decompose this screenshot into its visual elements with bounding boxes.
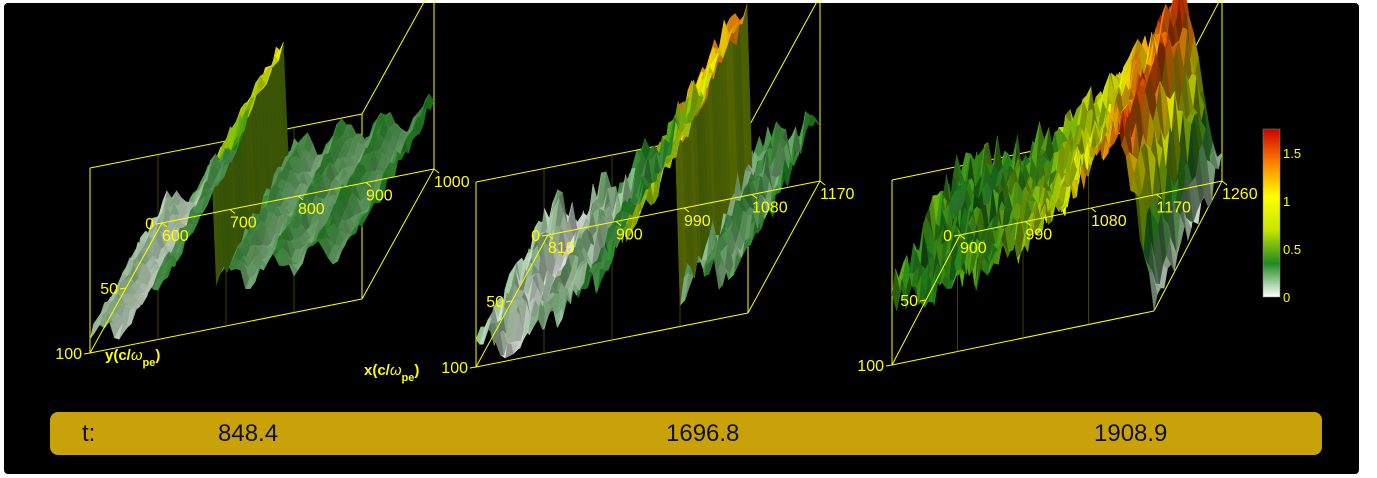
time-label: t: [82, 420, 96, 447]
surface-mesh [891, 0, 1223, 312]
x-axis-tick [365, 182, 372, 187]
x-tick-label: 1080 [752, 200, 788, 217]
y-tick-label: 50 [100, 281, 118, 298]
y-axis-tick [953, 234, 961, 237]
x-tick-label: 900 [366, 188, 393, 205]
surface-panel-3: 900 990 1080 1170 1260 0 50 100 [857, 0, 1258, 375]
y-axis-tick [505, 300, 513, 303]
y-axis-tick [541, 234, 549, 237]
x-axis-tick [819, 180, 826, 186]
colorbar: 0 0.5 1 1.5 [1262, 128, 1301, 305]
x-axis-tick [751, 194, 758, 199]
box-edge [361, 168, 435, 300]
y-axis-tick [469, 366, 477, 369]
box-edge [747, 180, 821, 314]
x-axis-tick [547, 234, 554, 240]
y-tick-label: 0 [943, 228, 952, 245]
x-tick-label: 1170 [1157, 200, 1192, 217]
colorbar-tick-label: 0 [1283, 290, 1290, 305]
x-tick-label: 1260 [1222, 186, 1258, 203]
y-tick-label: 0 [145, 216, 154, 233]
colorbar-tick-label: 1 [1283, 194, 1290, 209]
x-tick-label: 1170 [820, 186, 855, 203]
x-axis-tick [1090, 207, 1097, 213]
y-tick-label: 100 [55, 346, 82, 363]
y-axis-tick [919, 299, 927, 302]
surface-mesh [475, 4, 821, 359]
time-bar: t: 848.4 1696.8 1908.9 [50, 412, 1322, 455]
x-axis-tick [1156, 194, 1162, 199]
x-tick-label: 800 [298, 201, 325, 218]
x-axis-tick [1221, 180, 1228, 186]
y-axis-tick [83, 352, 91, 355]
x-axis-label: x(c/ωpe) [364, 362, 419, 384]
x-axis-tick [683, 207, 690, 213]
y-tick-label: 100 [857, 358, 884, 375]
surface-facet [89, 320, 99, 340]
y-axis-tick [155, 222, 163, 225]
x-tick-label: 900 [616, 227, 643, 244]
x-axis-tick [959, 234, 966, 240]
surface-facet [956, 154, 965, 185]
y-axis-tick [885, 364, 893, 367]
surface-panel-1: 600 700 800 900 1000 0 50 100 [55, 0, 470, 363]
x-tick-label: 700 [230, 215, 257, 232]
x-tick-label: 1080 [1091, 213, 1127, 230]
y-tick-label: 50 [486, 294, 504, 311]
surface-mesh [89, 42, 435, 340]
x-axis-tick [229, 209, 236, 214]
colorbar-tick-label: 1.5 [1283, 146, 1301, 161]
x-tick-label: 990 [684, 213, 711, 230]
y-tick-label: 0 [531, 228, 540, 245]
x-tick-label: 810 [548, 240, 575, 257]
surface-facet [544, 201, 554, 228]
x-axis-tick [615, 221, 622, 226]
y-tick-label: 50 [900, 293, 918, 310]
time-value-2: 1696.8 [666, 420, 740, 447]
x-tick-label: 990 [1026, 227, 1053, 244]
surface-facet [891, 268, 901, 312]
x-tick-label: 600 [162, 228, 189, 245]
x-axis-tick [297, 195, 304, 201]
x-axis-tick [433, 168, 440, 174]
y-axis-tick [119, 287, 127, 290]
box-edge [361, 0, 426, 115]
colorbar-tick-label: 0.5 [1283, 242, 1301, 257]
x-axis-tick [1025, 221, 1031, 226]
y-axis-label: y(c/ωpe) [105, 347, 160, 369]
time-value-3: 1908.9 [1094, 420, 1168, 447]
time-value-1: 848.4 [218, 420, 279, 447]
x-tick-label: 900 [960, 240, 987, 257]
x-tick-label: 1000 [434, 174, 470, 191]
box-edge [747, 0, 819, 129]
surface-facet [158, 190, 168, 217]
surface-panel-2: 810 900 990 1080 1170 0 50 100 [441, 0, 855, 377]
x-axis-tick [161, 222, 168, 228]
colorbar-rect [1262, 128, 1281, 298]
surface-facet [1182, 0, 1190, 18]
y-tick-label: 100 [441, 360, 468, 377]
